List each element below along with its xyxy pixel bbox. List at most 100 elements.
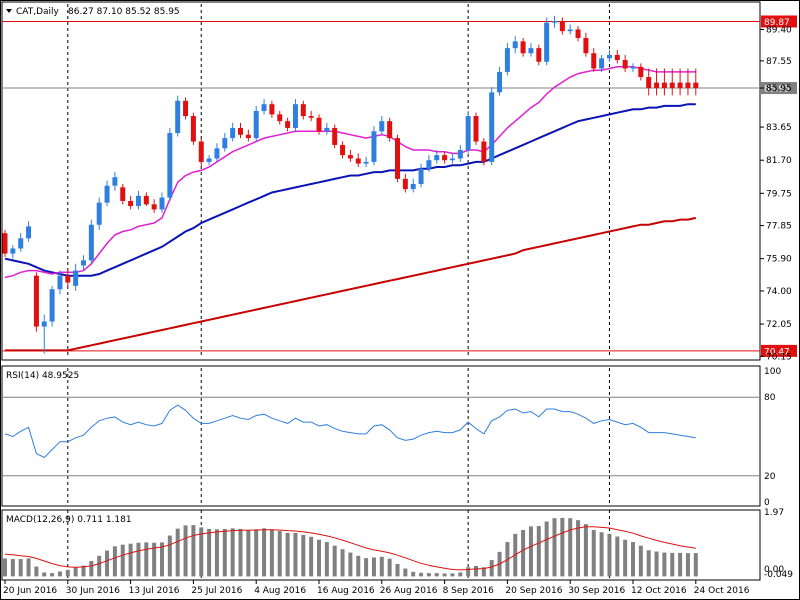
candle-down[interactable] — [2, 233, 8, 254]
symbol-label[interactable]: CAT,Daily — [16, 7, 60, 17]
symbol-menu-arrow-icon[interactable] — [6, 9, 12, 13]
candle-up[interactable] — [426, 160, 432, 169]
macd-histogram-bar — [544, 521, 549, 577]
candle-down[interactable] — [677, 82, 683, 89]
candle-up[interactable] — [544, 22, 550, 62]
candle-down[interactable] — [340, 144, 346, 156]
candle-up[interactable] — [489, 92, 495, 162]
candle-up[interactable] — [57, 275, 63, 290]
candle-up[interactable] — [73, 270, 79, 286]
candle-down[interactable] — [685, 82, 691, 89]
candle-up[interactable] — [175, 100, 181, 134]
candle-down[interactable] — [481, 141, 487, 162]
candle-down[interactable] — [269, 104, 275, 115]
candle-up[interactable] — [41, 321, 47, 327]
candle-up[interactable] — [371, 131, 377, 162]
macd-histogram-bar — [136, 542, 141, 577]
candle-down[interactable] — [151, 204, 157, 210]
candle-up[interactable] — [10, 248, 16, 254]
candle-up[interactable] — [599, 58, 605, 69]
candle-up[interactable] — [135, 195, 141, 207]
candle-up[interactable] — [379, 121, 385, 132]
candle-down[interactable] — [316, 117, 322, 132]
price-level-tag — [761, 15, 797, 28]
candle-up[interactable] — [26, 226, 32, 239]
candle-down[interactable] — [190, 116, 196, 142]
candle-up[interactable] — [457, 150, 463, 159]
candle-up[interactable] — [222, 138, 228, 149]
candle-down[interactable] — [520, 41, 526, 54]
candle-up[interactable] — [88, 224, 94, 261]
candle-up[interactable] — [112, 177, 118, 186]
candle-down[interactable] — [308, 116, 314, 118]
candle-up[interactable] — [465, 116, 471, 151]
price-panel[interactable] — [1, 1, 761, 361]
macd-panel[interactable] — [1, 509, 761, 581]
candle-down[interactable] — [575, 29, 581, 38]
candle-down[interactable] — [559, 20, 565, 32]
candle-up[interactable] — [449, 158, 455, 161]
candle-up[interactable] — [504, 48, 510, 72]
candle-down[interactable] — [285, 121, 291, 128]
candle-up[interactable] — [630, 66, 636, 69]
candle-up[interactable] — [418, 168, 424, 184]
candle-up[interactable] — [159, 197, 165, 210]
candle-up[interactable] — [253, 110, 259, 139]
candle-down[interactable] — [442, 155, 448, 161]
candle-up[interactable] — [292, 104, 298, 128]
candle-up[interactable] — [104, 185, 110, 203]
macd-histogram-bar — [678, 552, 683, 577]
candle-up[interactable] — [434, 155, 440, 161]
candle-down[interactable] — [583, 37, 589, 54]
candle-down[interactable] — [402, 178, 408, 190]
candle-down[interactable] — [332, 127, 338, 145]
candle-down[interactable] — [669, 82, 675, 89]
candle-down[interactable] — [355, 158, 361, 164]
candle-up[interactable] — [96, 202, 102, 225]
candle-down[interactable] — [395, 138, 400, 179]
candle-down[interactable] — [591, 53, 597, 69]
rsi-panel[interactable] — [1, 365, 761, 507]
candle-down[interactable] — [198, 141, 204, 162]
candle-up[interactable] — [528, 48, 534, 54]
candle-down[interactable] — [65, 275, 71, 283]
candle-up[interactable] — [81, 260, 86, 266]
candle-up[interactable] — [324, 127, 330, 132]
candle-up[interactable] — [606, 54, 612, 59]
candle-up[interactable] — [410, 183, 416, 190]
candle-down[interactable] — [654, 82, 660, 89]
candle-down[interactable] — [473, 116, 479, 142]
candle-up[interactable] — [497, 71, 503, 93]
candle-down[interactable] — [277, 114, 283, 122]
candle-down[interactable] — [387, 121, 393, 139]
candle-up[interactable] — [567, 29, 573, 32]
candle-down[interactable] — [614, 54, 620, 61]
candle-up[interactable] — [261, 104, 267, 111]
candle-up[interactable] — [512, 41, 518, 49]
candle-down[interactable] — [143, 195, 149, 205]
candle-down[interactable] — [646, 77, 652, 89]
candle-down[interactable] — [128, 200, 134, 207]
candle-down[interactable] — [638, 66, 644, 78]
candle-down[interactable] — [238, 127, 243, 135]
candle-down[interactable] — [693, 82, 699, 89]
macd-histogram-bar — [293, 532, 298, 577]
candle-up[interactable] — [363, 161, 369, 164]
candle-up[interactable] — [18, 238, 24, 249]
candle-up[interactable] — [214, 148, 220, 159]
candle-down[interactable] — [661, 82, 667, 89]
candle-up[interactable] — [230, 127, 236, 139]
candle-down[interactable] — [300, 104, 306, 117]
candle-down[interactable] — [622, 60, 628, 69]
candle-down[interactable] — [33, 275, 39, 327]
candle-down[interactable] — [120, 187, 126, 201]
candle-up[interactable] — [206, 158, 212, 162]
candle-up[interactable] — [49, 289, 55, 322]
candle-down[interactable] — [536, 48, 542, 62]
candle-down[interactable] — [347, 155, 353, 159]
candle-down[interactable] — [245, 134, 251, 139]
candle-down[interactable] — [183, 100, 189, 117]
candle-up[interactable] — [167, 133, 173, 198]
candle-up[interactable] — [552, 20, 557, 23]
